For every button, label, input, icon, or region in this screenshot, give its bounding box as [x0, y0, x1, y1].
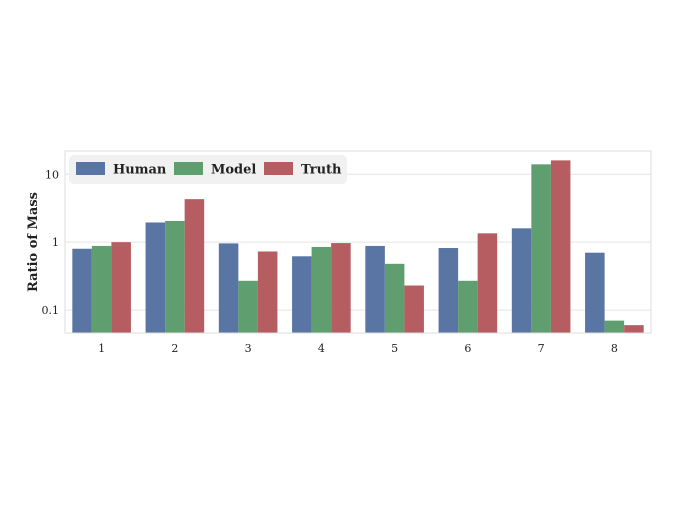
bar-human-6 — [438, 248, 459, 333]
bar-truth-8 — [624, 325, 644, 333]
plot-frame — [64, 150, 652, 334]
legend-label-model: Model — [211, 163, 256, 178]
y-axis-label: Ratio of Mass — [26, 192, 41, 292]
x-ticks: 1 2 3 4 5 6 7 8 — [98, 342, 618, 355]
bar-truth-3 — [257, 251, 278, 333]
legend-label-human: Human — [113, 163, 167, 178]
bar-truth-1 — [111, 242, 131, 333]
x-tick-label: 2 — [171, 342, 178, 355]
x-tick-label: 8 — [611, 342, 618, 355]
y-tick-label: 1 — [52, 236, 59, 249]
y-tick-label: 0.1 — [42, 304, 60, 317]
bar-human-2 — [145, 222, 166, 333]
bar-model-5 — [384, 263, 405, 333]
bar-human-1 — [72, 248, 92, 333]
bar-human-5 — [365, 245, 385, 333]
y-tick-label: 10 — [45, 168, 59, 181]
bar-model-1 — [91, 245, 112, 333]
bar-human-4 — [292, 256, 312, 333]
legend-swatch-human — [76, 162, 105, 175]
bar-truth-6 — [477, 233, 498, 333]
x-tick-label: 4 — [318, 342, 325, 355]
bars — [72, 160, 644, 333]
x-tick-label: 1 — [98, 342, 105, 355]
bar-truth-5 — [404, 285, 424, 333]
bar-model-6 — [458, 280, 478, 333]
bar-model-4 — [311, 246, 332, 333]
bar-truth-4 — [331, 243, 351, 333]
x-tick-label: 7 — [538, 342, 545, 355]
bar-model-7 — [531, 164, 551, 333]
bar-human-3 — [218, 243, 239, 333]
bar-truth-2 — [184, 199, 205, 333]
legend-label-truth: Truth — [301, 163, 342, 178]
x-tick-label: 6 — [464, 342, 471, 355]
bar-human-8 — [585, 252, 605, 333]
legend-swatch-model — [174, 162, 203, 175]
bar-truth-7 — [550, 160, 571, 333]
bar-model-2 — [165, 221, 185, 333]
bar-human-7 — [511, 228, 532, 333]
y-ticks: 0.1 1 10 — [42, 168, 60, 317]
x-tick-label: 5 — [391, 342, 398, 355]
bar-model-8 — [604, 320, 625, 333]
legend-swatch-truth — [264, 162, 293, 175]
bar-model-3 — [238, 280, 258, 333]
legend: Human Model Truth — [69, 155, 347, 184]
x-tick-label: 3 — [245, 342, 252, 355]
